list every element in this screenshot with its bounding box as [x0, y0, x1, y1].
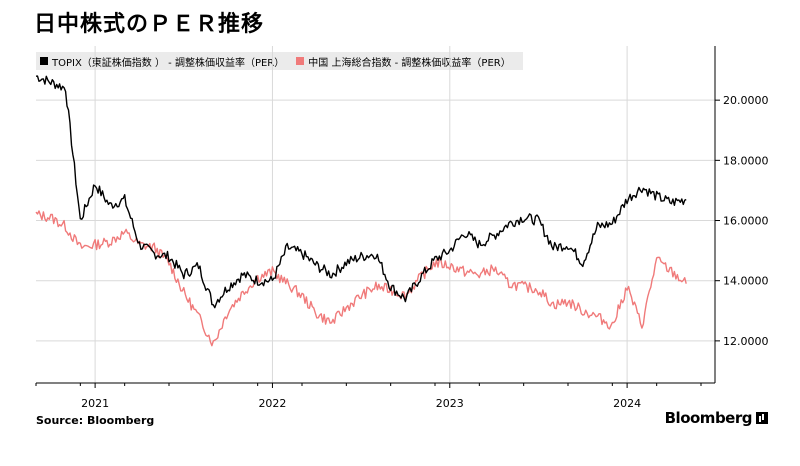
series-line-shanghai [35, 210, 687, 347]
y-tick-label: 14.0000 [723, 275, 769, 288]
legend-swatch-topix [40, 57, 48, 65]
legend: TOPIX（東証株価指数 ） - 調整株価収益率（PER） 中国 上海総合指数 … [36, 52, 523, 70]
series-lines [35, 75, 687, 347]
y-tick-label: 12.0000 [723, 335, 769, 348]
x-tick-label: 2021 [81, 397, 109, 410]
brand-logo: Bloomberg [665, 409, 768, 427]
source-note: Source: Bloomberg [36, 414, 155, 427]
x-tick-label: 2023 [436, 397, 464, 410]
y-tick-label: 18.0000 [723, 154, 769, 167]
legend-swatch-shanghai [296, 57, 305, 65]
legend-label-topix: TOPIX（東証株価指数 ） - 調整株価収益率（PER） [52, 57, 285, 69]
y-tick-label: 20.0000 [723, 94, 769, 107]
axes [35, 46, 720, 388]
legend-item-topix: TOPIX（東証株価指数 ） - 調整株価収益率（PER） [36, 54, 284, 69]
brand-wordmark: Bloomberg [664, 409, 753, 427]
bloomberg-chart-icon [756, 412, 768, 424]
legend-item-shanghai: 中国 上海総合指数 - 調整株価収益率（PER） [292, 54, 511, 69]
x-tick-label: 2024 [613, 397, 641, 410]
x-tick-labels: 2021 2022 2023 2024 [81, 397, 641, 410]
legend-label-shanghai: 中国 上海総合指数 - 調整株価収益率（PER） [308, 57, 511, 69]
y-tick-label: 16.0000 [723, 215, 769, 228]
chart-title: 日中株式のＰＥＲ推移 [34, 12, 265, 37]
series-line-topix [35, 75, 687, 309]
x-tick-label: 2022 [258, 397, 286, 410]
y-tick-labels: 12.0000 14.0000 16.0000 18.0000 20.0000 [723, 94, 769, 348]
grid-lines [36, 46, 715, 383]
